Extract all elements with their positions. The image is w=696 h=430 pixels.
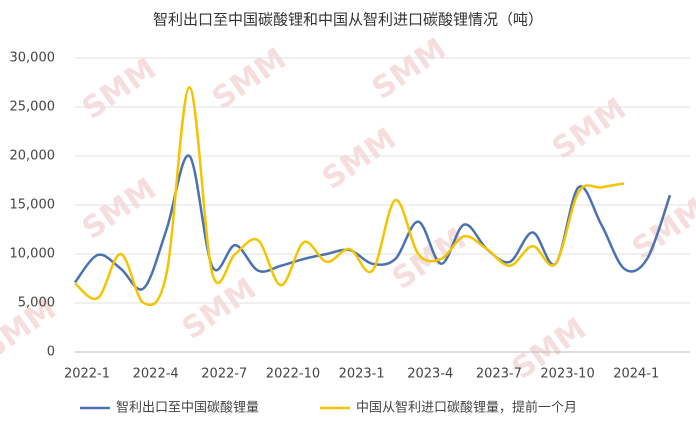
x-tick-label: 2022-1 [64,367,110,382]
chart-title: 智利出口至中国碳酸锂和中国从智利进口碳酸锂情况（吨） [153,11,543,29]
watermark: SMM [386,222,473,297]
watermark: SMM [366,32,453,107]
series-line [74,154,672,291]
y-tick-label: 15,000 [10,198,56,213]
x-tick-label: 2022-10 [266,367,320,382]
watermark: SMM [626,192,696,267]
watermark: SMM [316,122,403,197]
x-tick-label: 2022-7 [201,367,247,382]
watermark: SMM [76,172,163,247]
y-tick-label: 10,000 [10,247,56,262]
x-tick-label: 2023-1 [339,367,385,382]
watermark: SMM [206,42,293,117]
legend-label: 中国从智利进口碳酸锂量，提前一个月 [356,400,577,416]
series-line [74,86,625,307]
legend-label: 智利出口至中国碳酸锂量 [116,401,259,416]
y-tick-label: 5,000 [18,296,55,311]
watermark: SMM [76,52,163,127]
x-tick-label: 2023-4 [407,367,453,382]
y-tick-label: 30,000 [10,51,56,66]
y-tick-label: 0 [47,345,55,360]
x-tick-label: 2024-1 [613,367,659,382]
x-tick-label: 2023-7 [476,367,522,382]
y-tick-label: 25,000 [10,100,56,115]
x-tick-label: 2023-10 [540,367,594,382]
y-tick-label: 20,000 [10,149,56,164]
x-tick-label: 2022-4 [133,367,179,382]
